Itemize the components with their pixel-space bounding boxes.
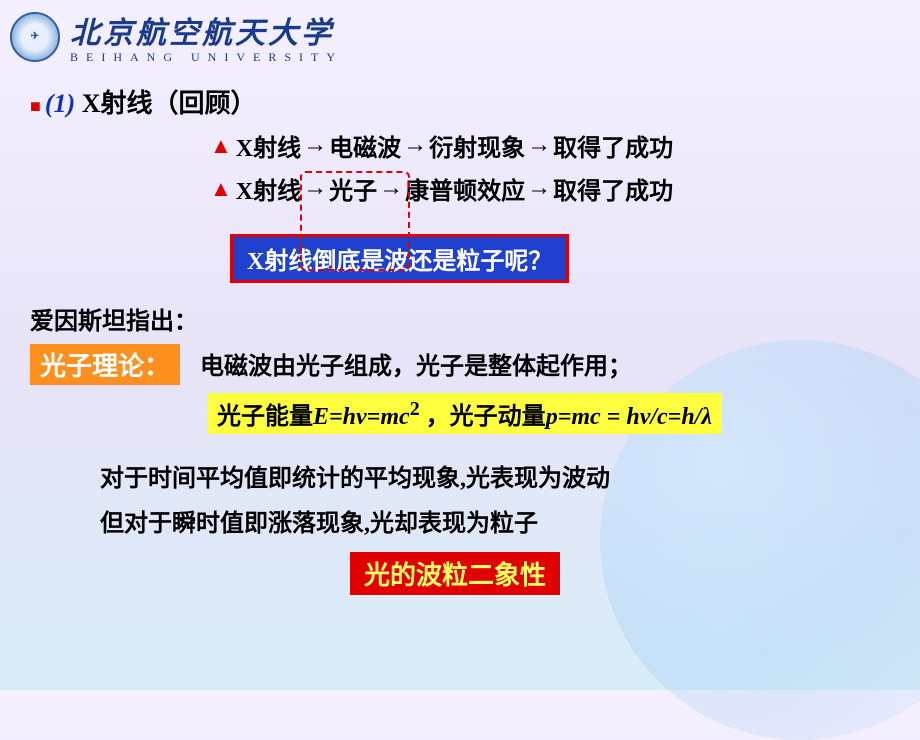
arrow-icon: →	[379, 175, 403, 202]
formula-box: 光子能量E=hv=mc2 ，光子动量p=mc = hv/c=h/λ	[207, 393, 722, 434]
university-name-en: BEIHANG UNIVERSITY	[70, 50, 343, 65]
formula-mid: ，光子动量	[420, 404, 546, 430]
formula-eq2: p=mc = hv/c=h/λ	[546, 404, 712, 430]
formula-eq1: E=hv=mc	[313, 404, 410, 430]
photon-theory-text: 电磁波由光子组成，光子是整体起作用；	[200, 346, 632, 381]
chain2-a: X射线	[236, 171, 301, 206]
formula-prefix: 光子能量	[217, 404, 313, 430]
section-number: (1)	[45, 89, 75, 118]
section-text: X射线（回顾）	[75, 89, 256, 118]
body-line-2: 但对于瞬时值即涨落现象,光却表现为粒子	[100, 503, 890, 538]
chain2-c: 康普顿效应	[405, 171, 525, 206]
logo-text: ✈	[31, 31, 39, 42]
chain1-c: 衍射现象	[429, 128, 525, 163]
slide-content: ■(1) X射线（回顾） ▲ X射线 → 电磁波 → 衍射现象 → 取得了成功 …	[0, 73, 920, 605]
chain2-b: 光子	[329, 171, 377, 206]
triangle-icon: ▲	[210, 133, 232, 159]
arrow-icon: →	[403, 132, 427, 159]
photon-theory-row: 光子理论： 电磁波由光子组成，光子是整体起作用；	[30, 344, 890, 385]
formula-sup: 2	[410, 398, 420, 420]
arrow-icon: →	[303, 175, 327, 202]
arrow-icon: →	[527, 132, 551, 159]
triangle-icon: ▲	[210, 176, 232, 202]
chain1-b: 电磁波	[329, 128, 401, 163]
arrow-icon: →	[527, 175, 551, 202]
chain1-a: X射线	[236, 128, 301, 163]
university-header: ✈ 北京航空航天大学 BEIHANG UNIVERSITY	[0, 0, 920, 73]
photon-theory-label: 光子理论：	[30, 344, 180, 385]
conclusion-box: 光的波粒二象性	[350, 552, 560, 595]
question-box: X射线倒底是波还是粒子呢？	[230, 234, 569, 283]
university-logo: ✈	[10, 12, 60, 62]
section-title: ■(1) X射线（回顾）	[30, 83, 890, 120]
chain-1: ▲ X射线 → 电磁波 → 衍射现象 → 取得了成功	[210, 128, 890, 163]
chain1-d: 取得了成功	[553, 128, 673, 163]
bullet-icon: ■	[30, 96, 41, 116]
university-name-cn: 北京航空航天大学	[70, 8, 343, 52]
arrow-icon: →	[303, 132, 327, 159]
chain-2: ▲ X射线 → 光子 → 康普顿效应 → 取得了成功	[210, 171, 890, 206]
body-line-1: 对于时间平均值即统计的平均现象,光表现为波动	[100, 458, 890, 493]
einstein-intro: 爱因斯坦指出：	[30, 301, 890, 336]
chain2-d: 取得了成功	[553, 171, 673, 206]
